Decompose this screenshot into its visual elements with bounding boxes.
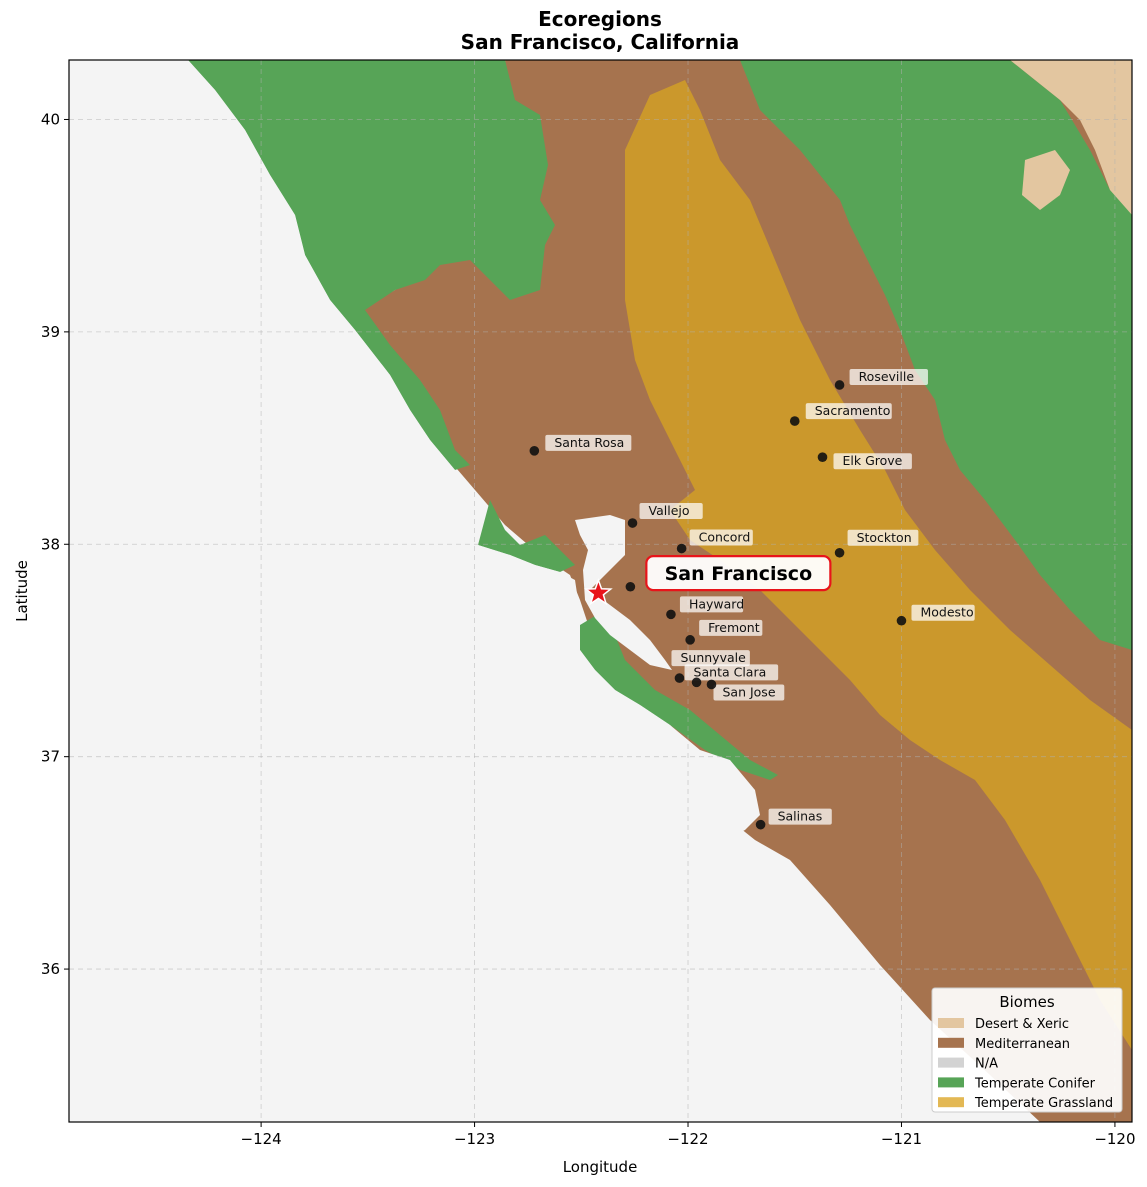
legend-item-label: Temperate Conifer [974, 1076, 1096, 1091]
y-tick-label: 38 [41, 535, 60, 553]
city-layer: Roseville Sacramento Santa Rosa Elk Grove Va… [529, 368, 975, 830]
city-marker[interactable] [625, 581, 636, 592]
legend-item-label: Mediterranean [975, 1037, 1070, 1052]
city-label-bg [684, 664, 779, 681]
legend-item-label: N/A [975, 1057, 998, 1072]
x-tick-label: −120 [1094, 1130, 1135, 1148]
focus-label-box [645, 555, 832, 592]
city-label-bg [911, 604, 975, 621]
legend-title: Biomes [999, 993, 1054, 1011]
city-label: Hayward [689, 596, 744, 611]
city-marker[interactable] [674, 673, 685, 683]
city-marker[interactable] [691, 677, 702, 688]
city-marker[interactable] [817, 452, 828, 462]
city-label-bg [679, 596, 744, 613]
y-tick-label: 37 [41, 748, 60, 766]
legend-item-label: Desert & Xeric [975, 1017, 1069, 1032]
y-axis-label: Latitude [13, 560, 31, 622]
city-label: Elk Grove [842, 453, 902, 468]
legend-swatch [938, 1037, 964, 1048]
city-label: Vallejo [649, 503, 690, 518]
city-marker[interactable] [834, 547, 845, 558]
legend-swatch [938, 1018, 964, 1028]
title-line-2: San Francisco, California [460, 30, 740, 54]
legend-swatch [938, 1057, 964, 1068]
city-label-bg [689, 529, 753, 546]
city-label: Santa Clara [694, 664, 767, 679]
x-axis-ticks: −124 −123 −122 −121 −120 [241, 1122, 1136, 1148]
city-label: Salinas [778, 809, 823, 824]
city-label-bg [639, 503, 703, 520]
conifer-marin [478, 500, 575, 572]
x-tick-label: −121 [881, 1130, 922, 1148]
city-label-bg [545, 434, 632, 451]
city-marker[interactable] [896, 615, 907, 626]
title-line-1: Ecoregions [538, 7, 662, 31]
city-label-bg [849, 368, 928, 385]
x-axis-label: Longitude [563, 1158, 638, 1176]
y-tick-label: 39 [41, 323, 60, 341]
focus-city-label: San Francisco [665, 563, 813, 585]
legend-swatch [938, 1077, 964, 1088]
city-label-bg [847, 529, 919, 546]
city-marker[interactable] [676, 543, 687, 554]
legend-box [931, 987, 1123, 1113]
city-marker[interactable] [685, 635, 695, 645]
plot-frame [68, 59, 1133, 1123]
conifer-north-coast [188, 60, 555, 470]
city-label-bg [699, 619, 763, 636]
legend: Biomes Desert & Xeric Mediterranean N/A Tem… [931, 987, 1123, 1113]
city-marker[interactable] [627, 518, 638, 528]
legend-item-label: Temperate Grassland [974, 1096, 1113, 1111]
city-label-bg [713, 684, 785, 701]
city-marker[interactable] [666, 609, 676, 620]
city-label: San Jose [722, 684, 775, 699]
city-label: Fremont [708, 620, 760, 635]
y-tick-label: 40 [41, 110, 60, 128]
map-title: Ecoregions San Francisco, California [0, 8, 1147, 54]
x-tick-label: −122 [667, 1130, 708, 1148]
city-label-bg [671, 650, 750, 667]
city-marker[interactable] [789, 416, 800, 426]
city-label: Modesto [920, 605, 973, 620]
city-label: Roseville [859, 369, 915, 384]
pacific-coast [69, 60, 1000, 1122]
desert-xeric-region [1010, 60, 1132, 215]
conifer-santa-cruz [580, 610, 778, 780]
city-label-bg [805, 403, 892, 420]
city-label: Santa Rosa [554, 435, 624, 450]
monterey-bay [700, 750, 760, 840]
legend-items: Desert & Xeric Mediterranean N/A Temperate … [938, 1017, 1113, 1111]
y-tick-label: 36 [41, 960, 60, 978]
city-label: Sunnyvale [680, 650, 746, 665]
city-marker[interactable] [706, 679, 717, 690]
city-marker[interactable] [529, 446, 540, 456]
city-label: Stockton [857, 530, 912, 545]
y-axis-ticks: 36 37 38 39 40 [41, 110, 69, 978]
desert-xeric-patch [1022, 150, 1070, 210]
city-marker[interactable] [755, 819, 766, 830]
grassland-central-valley [625, 80, 1132, 1050]
conifer-sierra [740, 60, 1132, 650]
city-label: Concord [699, 530, 751, 545]
x-tick-label: −123 [454, 1130, 495, 1148]
x-tick-label: −124 [241, 1130, 282, 1148]
city-label: Sacramento [815, 403, 891, 418]
city-label-bg [768, 808, 832, 825]
legend-swatch [938, 1097, 964, 1108]
city-marker[interactable] [834, 380, 845, 390]
city-label-bg [833, 453, 912, 470]
san-francisco-bay [575, 515, 672, 670]
focus-star-marker[interactable] [583, 577, 613, 606]
